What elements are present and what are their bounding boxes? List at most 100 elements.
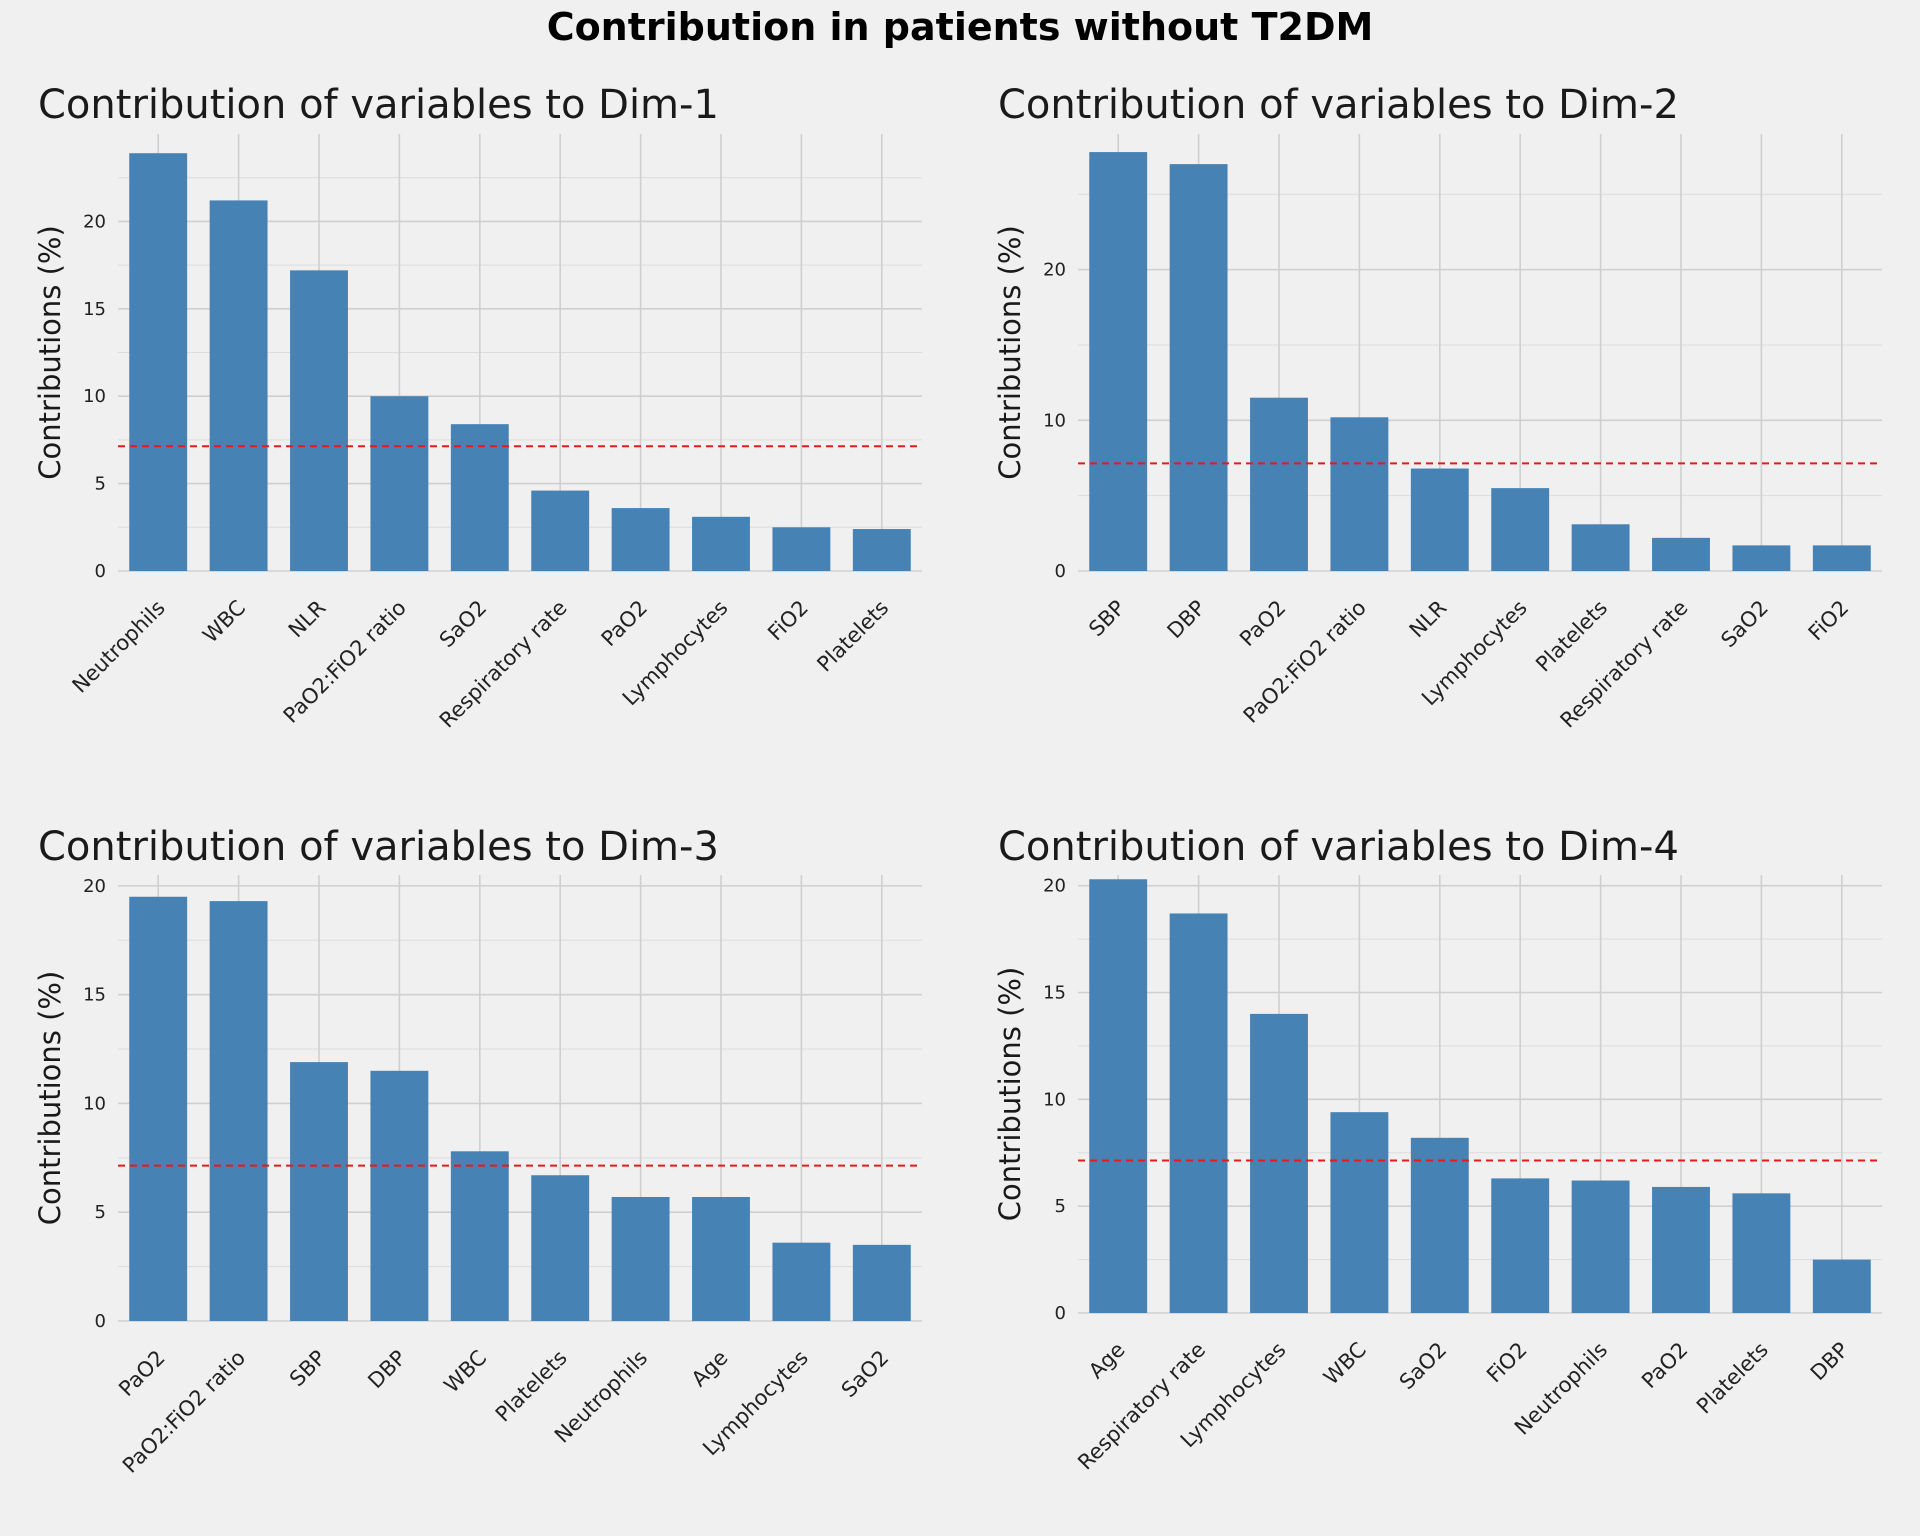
x-tick-label: FiO2 bbox=[1482, 1338, 1532, 1388]
y-tick-label: 10 bbox=[1043, 410, 1066, 431]
bar-lymphocytes bbox=[692, 516, 750, 571]
bar-fio2 bbox=[1491, 1178, 1550, 1313]
x-tick-label: SaO2 bbox=[1716, 596, 1773, 653]
bar-platelets bbox=[531, 1175, 590, 1321]
x-tick-label: SaO2 bbox=[1395, 1338, 1452, 1395]
x-tick-label: Platelets bbox=[1531, 596, 1612, 677]
x-tick-label: DBP bbox=[1163, 596, 1211, 644]
bar-age bbox=[1089, 879, 1148, 1313]
bar-platelets bbox=[852, 529, 911, 571]
charts-grid: Contribution of variables to Dim-1 Contri… bbox=[33, 82, 1882, 1478]
y-tick-label: 5 bbox=[95, 474, 106, 495]
y-tick-label: 20 bbox=[1043, 876, 1066, 897]
bar-lymphocytes bbox=[1250, 1013, 1308, 1313]
x-tick-label: SaO2 bbox=[837, 1346, 894, 1403]
y-tick-label: 20 bbox=[83, 876, 106, 897]
bar-wbc bbox=[209, 200, 268, 571]
bar-pao2 bbox=[1652, 1186, 1710, 1313]
x-tick-label: Platelets bbox=[812, 596, 893, 677]
x-tick-label: PaO2 bbox=[597, 596, 652, 651]
bar-respiratory-rate bbox=[531, 490, 590, 571]
x-tick-label: Platelets bbox=[1692, 1338, 1773, 1419]
y-tick-label: 5 bbox=[95, 1202, 106, 1223]
bar-pao2 bbox=[129, 896, 188, 1321]
y-tick-label: 0 bbox=[1055, 1303, 1066, 1324]
x-tick-label: NLR bbox=[1405, 596, 1452, 643]
bar-sbp bbox=[290, 1062, 348, 1321]
y-axis-label: Contributions (%) bbox=[993, 967, 1027, 1222]
panel-title: Contribution of variables to Dim-4 bbox=[998, 824, 1679, 870]
x-tick-label: Platelets bbox=[491, 1346, 572, 1427]
x-tick-label: Age bbox=[687, 1346, 733, 1392]
bar-lymphocytes bbox=[772, 1242, 831, 1321]
bar-pao2-fio2-ratio bbox=[209, 901, 268, 1321]
x-tick-label: FiO2 bbox=[763, 596, 813, 646]
y-tick-label: 10 bbox=[83, 386, 106, 407]
y-tick-label: 15 bbox=[83, 985, 106, 1006]
bar-platelets bbox=[1571, 524, 1630, 571]
x-tick-label: SBP bbox=[285, 1346, 331, 1392]
bar-neutrophils bbox=[129, 153, 188, 571]
y-tick-label: 10 bbox=[1043, 1089, 1066, 1110]
y-tick-label: 0 bbox=[95, 561, 106, 582]
panel-title: Contribution of variables to Dim-3 bbox=[38, 824, 719, 870]
bar-sao2 bbox=[450, 424, 509, 571]
chart-panel-3: Contribution of variables to Dim-3 Contri… bbox=[33, 824, 922, 1478]
x-tick-label: PaO2 bbox=[1235, 596, 1290, 651]
x-tick-label: SaO2 bbox=[435, 596, 492, 653]
bar-neutrophils bbox=[611, 1196, 670, 1321]
x-tick-label: FiO2 bbox=[1804, 596, 1854, 646]
x-tick-label: DBP bbox=[363, 1346, 411, 1394]
x-tick-label: DBP bbox=[1806, 1338, 1854, 1386]
bar-sbp bbox=[1089, 152, 1148, 571]
y-tick-label: 0 bbox=[1055, 561, 1066, 582]
bar-lymphocytes bbox=[1491, 488, 1550, 571]
bar-dbp bbox=[1812, 1259, 1871, 1313]
x-tick-label: WBC bbox=[198, 596, 250, 648]
y-axis-label: Contributions (%) bbox=[33, 971, 67, 1226]
bar-pao2 bbox=[611, 508, 670, 571]
bar-nlr bbox=[290, 270, 348, 571]
y-tick-label: 5 bbox=[1055, 1196, 1066, 1217]
bar-fio2 bbox=[1812, 545, 1871, 571]
x-tick-label: SBP bbox=[1084, 596, 1130, 642]
bar-pao2 bbox=[1250, 397, 1308, 571]
x-tick-label: Neutrophils bbox=[68, 596, 170, 698]
x-tick-label: WBC bbox=[1319, 1338, 1371, 1390]
y-tick-label: 20 bbox=[83, 211, 106, 232]
bar-dbp bbox=[370, 1070, 429, 1321]
bar-dbp bbox=[1169, 164, 1228, 571]
y-axis-label: Contributions (%) bbox=[993, 225, 1027, 480]
panel-title: Contribution of variables to Dim-2 bbox=[998, 82, 1679, 128]
panel-title: Contribution of variables to Dim-1 bbox=[38, 82, 719, 128]
bar-respiratory-rate bbox=[1652, 537, 1710, 571]
bar-sao2 bbox=[1732, 545, 1791, 571]
x-tick-label: WBC bbox=[439, 1346, 491, 1398]
x-tick-label: NLR bbox=[284, 596, 331, 643]
bar-nlr bbox=[1410, 468, 1469, 571]
x-tick-label: PaO2 bbox=[1637, 1338, 1692, 1393]
bar-fio2 bbox=[772, 527, 831, 571]
y-tick-label: 15 bbox=[1043, 983, 1066, 1004]
x-tick-label: PaO2 bbox=[114, 1346, 169, 1401]
chart-panel-4: Contribution of variables to Dim-4 Contri… bbox=[993, 824, 1882, 1475]
x-tick-label: Age bbox=[1084, 1338, 1130, 1384]
y-tick-label: 15 bbox=[83, 299, 106, 320]
bar-wbc bbox=[450, 1151, 509, 1321]
bar-wbc bbox=[1330, 1112, 1389, 1313]
chart-panel-1: Contribution of variables to Dim-1 Contri… bbox=[33, 82, 922, 733]
bar-respiratory-rate bbox=[1169, 913, 1228, 1313]
y-tick-label: 10 bbox=[83, 1093, 106, 1114]
bar-sao2 bbox=[1410, 1137, 1469, 1313]
figure-title: Contribution in patients without T2DM bbox=[547, 5, 1374, 49]
bar-sao2 bbox=[852, 1244, 911, 1321]
chart-panel-2: Contribution of variables to Dim-2 Contri… bbox=[993, 82, 1882, 733]
bar-neutrophils bbox=[1571, 1180, 1630, 1313]
y-tick-label: 0 bbox=[95, 1311, 106, 1332]
bar-pao2-fio2-ratio bbox=[370, 396, 429, 571]
bar-age bbox=[692, 1196, 750, 1321]
y-axis-label: Contributions (%) bbox=[33, 225, 67, 480]
bar-platelets bbox=[1732, 1193, 1791, 1313]
bar-pao2-fio2-ratio bbox=[1330, 417, 1389, 571]
